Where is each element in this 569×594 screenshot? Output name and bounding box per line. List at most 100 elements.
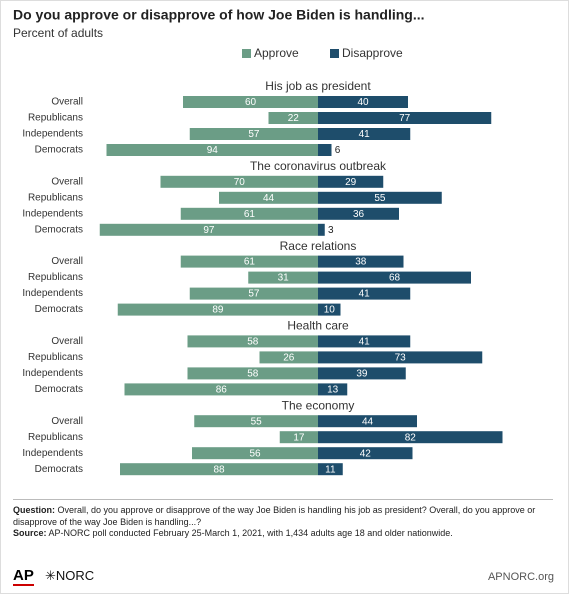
value-label: 31 <box>278 273 290 284</box>
value-label: 44 <box>362 416 374 427</box>
disapprove-bar <box>318 431 503 444</box>
category-label: Democrats <box>35 464 83 475</box>
category-label: Overall <box>51 256 83 267</box>
value-label: 6 <box>335 145 341 156</box>
value-label: 3 <box>328 225 334 236</box>
value-label: 41 <box>359 337 371 348</box>
value-label: 61 <box>244 209 256 220</box>
value-label: 41 <box>359 289 371 300</box>
disapprove-bar <box>318 96 408 108</box>
value-label: 57 <box>248 289 260 300</box>
approve-bar <box>219 191 318 204</box>
footer-source: Source: AP-NORC poll conducted February … <box>13 527 553 539</box>
category-label: Overall <box>51 336 83 347</box>
approve-bar <box>268 112 318 124</box>
value-label: 77 <box>399 113 411 124</box>
approve-bar <box>194 415 318 428</box>
category-label: Overall <box>51 176 83 187</box>
logo-ap: AP <box>13 567 34 586</box>
value-label: 41 <box>359 129 371 140</box>
footer-question: Question: Overall, do you approve or dis… <box>13 499 553 528</box>
category-label: Democrats <box>35 224 83 235</box>
approve-bar <box>120 463 318 476</box>
approve-bar <box>99 223 318 236</box>
disapprove-bar <box>318 287 411 300</box>
approve-bar <box>189 128 318 140</box>
value-label: 88 <box>213 464 225 475</box>
category-label: Republicans <box>28 432 83 443</box>
legend-swatch <box>330 49 339 58</box>
disapprove-bar <box>318 463 343 476</box>
disapprove-bar <box>318 367 406 380</box>
value-label: 56 <box>249 448 261 459</box>
value-label: 94 <box>207 145 219 156</box>
panel-title: Health care <box>287 319 349 333</box>
panel-title: The coronavirus outbreak <box>250 159 387 173</box>
category-label: Overall <box>51 416 83 427</box>
category-label: Republicans <box>28 113 83 124</box>
disapprove-bar <box>318 175 384 188</box>
approve-bar <box>160 175 318 188</box>
legend-label: Approve <box>254 46 299 60</box>
value-label: 17 <box>293 432 305 443</box>
panel-title: His job as president <box>265 79 371 93</box>
value-label: 42 <box>360 448 372 459</box>
source-text: AP-NORC poll conducted February 25-March… <box>48 528 453 538</box>
value-label: 73 <box>395 353 407 364</box>
category-label: Independents <box>22 208 83 219</box>
disapprove-bar <box>318 415 417 428</box>
value-label: 22 <box>288 113 300 124</box>
question-label: Question: <box>13 505 55 515</box>
disapprove-bar <box>318 128 411 140</box>
approve-bar <box>259 351 318 364</box>
value-label: 58 <box>247 337 259 348</box>
disapprove-bar <box>318 351 483 364</box>
approve-bar <box>192 447 318 460</box>
disapprove-bar <box>318 335 411 348</box>
disapprove-bar <box>318 191 442 204</box>
approve-bar <box>248 271 318 284</box>
category-label: Republicans <box>28 192 83 203</box>
value-label: 55 <box>374 193 386 204</box>
source-label: Source: <box>13 528 47 538</box>
logo-norc-text: NORC <box>55 568 95 583</box>
value-label: 13 <box>327 385 339 396</box>
category-label: Overall <box>51 97 83 108</box>
value-label: 38 <box>355 257 367 268</box>
category-label: Independents <box>22 129 83 140</box>
approve-bar <box>106 144 318 156</box>
value-label: 44 <box>263 193 275 204</box>
value-label: 82 <box>405 432 417 443</box>
value-label: 36 <box>353 209 365 220</box>
value-label: 60 <box>245 97 257 108</box>
value-label: 40 <box>357 97 369 108</box>
value-label: 68 <box>389 273 401 284</box>
approve-bar <box>187 335 318 348</box>
value-label: 29 <box>345 177 357 188</box>
value-label: 97 <box>203 225 215 236</box>
value-label: 70 <box>234 177 246 188</box>
disapprove-bar <box>318 255 404 268</box>
approve-bar <box>124 383 318 396</box>
category-label: Republicans <box>28 272 83 283</box>
site-link: APNORC.org <box>487 571 554 583</box>
approve-bar <box>180 255 318 268</box>
value-label: 55 <box>251 416 263 427</box>
value-label: 61 <box>244 257 256 268</box>
chart: Do you approve or disapprove of how Joe … <box>13 7 503 476</box>
logo-norc: ✳NORC <box>45 568 95 583</box>
category-label: Republicans <box>28 352 83 363</box>
value-label: 86 <box>216 385 228 396</box>
approve-bar <box>279 431 318 444</box>
disapprove-bar <box>318 223 325 236</box>
value-label: 10 <box>324 305 336 316</box>
category-label: Democrats <box>35 304 83 315</box>
disapprove-bar <box>318 271 471 284</box>
value-label: 89 <box>212 305 224 316</box>
category-label: Democrats <box>35 145 83 156</box>
disapprove-bar <box>318 383 348 396</box>
approve-bar <box>183 96 318 108</box>
category-label: Independents <box>22 368 83 379</box>
legend-label: Disapprove <box>342 46 403 60</box>
